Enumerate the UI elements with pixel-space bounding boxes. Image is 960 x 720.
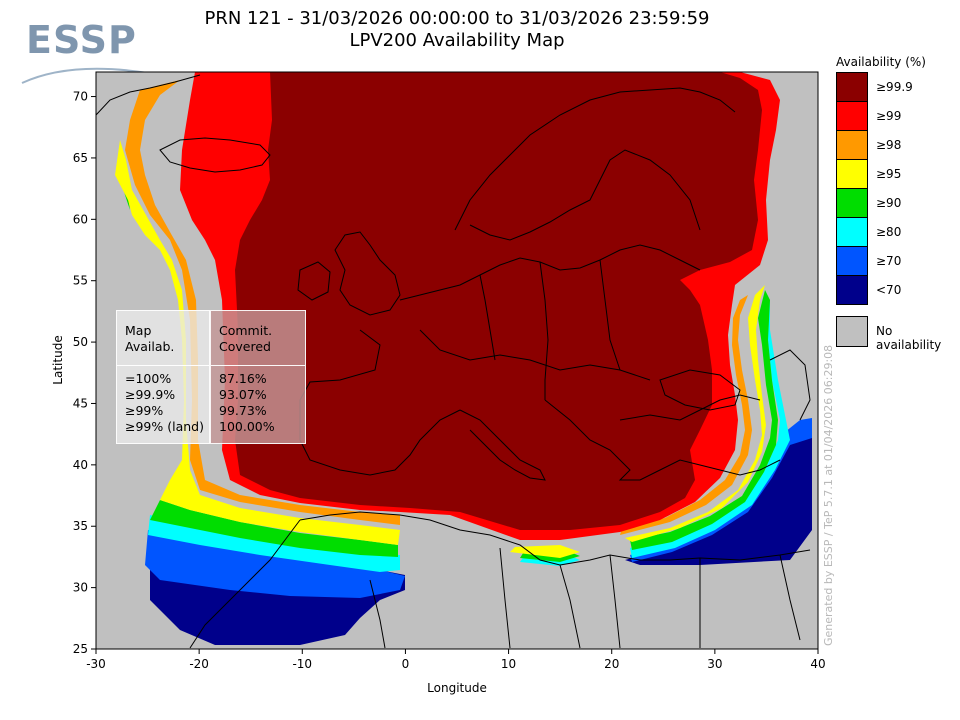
stats-divider <box>117 365 209 366</box>
y-tick-label: 60 <box>73 212 88 226</box>
y-tick-label: 40 <box>73 458 88 472</box>
y-tick-label: 30 <box>73 581 88 595</box>
legend-label: ≥95 <box>876 167 902 181</box>
legend-label: ≥80 <box>876 225 902 239</box>
stats-value: 93.07% <box>219 387 267 402</box>
legend-swatch <box>836 159 868 189</box>
title-line-1: PRN 121 - 31/03/2026 00:00:00 to 31/03/2… <box>204 8 710 29</box>
legend-label: <70 <box>876 283 902 297</box>
x-tick-label: 0 <box>402 657 410 671</box>
logo-text: ESSP <box>26 18 137 62</box>
y-tick-label: 45 <box>73 396 88 410</box>
coastlines <box>96 74 811 649</box>
legend-label: ≥70 <box>876 254 902 268</box>
x-tick-label: -10 <box>292 657 312 671</box>
stats-col2-header: Commit. Covered <box>219 323 272 355</box>
x-tick-label: 20 <box>604 657 619 671</box>
y-tick-label: 55 <box>73 274 88 288</box>
stats-label: ≥99% (land) <box>125 419 204 434</box>
legend-swatch <box>836 72 868 102</box>
band-95 <box>115 140 766 558</box>
stats-value: 100.00% <box>219 419 275 434</box>
stats-value: 87.16% <box>219 371 267 386</box>
title-line-2: LPV200 Availability Map <box>349 30 565 51</box>
stats-value: 99.73% <box>219 403 267 418</box>
legend-swatch <box>836 217 868 247</box>
legend-swatch <box>836 275 868 305</box>
stats-label: =100% <box>125 371 172 386</box>
y-axis-label: Latitude <box>51 335 65 384</box>
legend-swatch <box>836 101 868 131</box>
x-axis-ticks: -30 -20 -10 0 10 20 30 40 <box>86 649 826 671</box>
x-tick-label: 10 <box>501 657 516 671</box>
legend-swatch <box>836 188 868 218</box>
logo-swoosh-icon <box>21 67 149 84</box>
map-title: PRN 121 - 31/03/2026 00:00:00 to 31/03/2… <box>96 8 818 52</box>
y-tick-label: 50 <box>73 335 88 349</box>
stats-commit-covered-column: Commit. Covered 87.16% 93.07% 99.73% 100… <box>210 310 306 444</box>
legend-swatch <box>836 130 868 160</box>
essp-logo: ESSP <box>10 8 150 84</box>
legend-title: Availability (%) <box>836 55 926 69</box>
x-tick-label: -30 <box>86 657 106 671</box>
stats-col1-header: Map Availab. <box>125 323 174 355</box>
legend-swatch <box>836 246 868 276</box>
y-axis-ticks: 25 30 35 40 45 50 55 60 65 70 <box>73 90 96 656</box>
x-tick-label: -20 <box>189 657 209 671</box>
legend-label: ≥98 <box>876 138 902 152</box>
stats-label: ≥99.9% <box>125 387 176 402</box>
stats-label: ≥99% <box>125 403 164 418</box>
stats-values: 87.16% 93.07% 99.73% 100.00% <box>219 371 275 435</box>
legend-label: ≥99.9 <box>876 80 913 94</box>
generated-by-credit: Generated by ESSP / TeP 5.7.1 at 01/04/2… <box>822 344 835 646</box>
coverage-stats-box: Map Availab. =100% ≥99.9% ≥99% ≥99% (lan… <box>116 310 306 444</box>
y-tick-label: 25 <box>73 642 88 656</box>
legend-label: ≥99 <box>876 109 902 123</box>
band-80 <box>148 300 790 572</box>
plot-frame <box>95 71 819 650</box>
x-axis-label: Longitude <box>427 681 487 695</box>
stats-col2-header-line-1: Commit. <box>219 323 273 338</box>
legend-label-no-availability: No availability <box>876 324 942 352</box>
stats-labels: =100% ≥99.9% ≥99% ≥99% (land) <box>125 371 204 435</box>
x-tick-label: 40 <box>810 657 825 671</box>
legend-label: ≥90 <box>876 196 902 210</box>
legend-swatch-no-availability <box>836 316 868 347</box>
stats-map-availability-column: Map Availab. =100% ≥99.9% ≥99% ≥99% (lan… <box>116 310 210 444</box>
band-99-9 <box>235 72 762 530</box>
stats-col1-header-line-2: Availab. <box>125 339 175 354</box>
stats-col2-header-line-2: Covered <box>219 339 271 354</box>
y-tick-label: 65 <box>73 151 88 165</box>
stats-divider <box>211 365 305 366</box>
y-tick-label: 35 <box>73 519 88 533</box>
y-tick-label: 70 <box>73 90 88 104</box>
x-tick-label: 30 <box>707 657 722 671</box>
stats-col1-header-line-1: Map <box>125 323 152 338</box>
band-90 <box>118 170 778 562</box>
